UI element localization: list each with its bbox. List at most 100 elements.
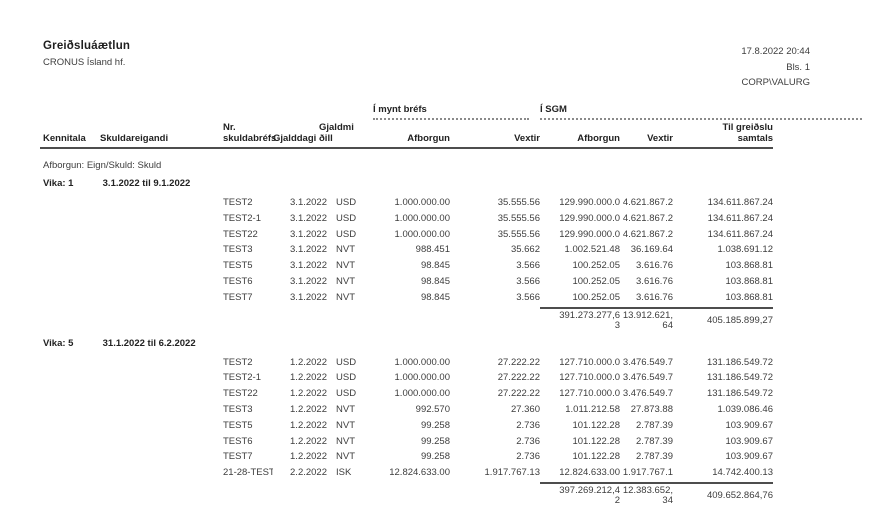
cell: 4.621.867.2 (622, 228, 673, 240)
cell: 3.566 (516, 275, 540, 287)
cell: 21-28-TEST (223, 467, 273, 479)
cell: NVT (336, 451, 355, 463)
report-datetime: 17.8.2022 20:44 (741, 46, 810, 57)
report-table: Í mynt bréfs Í SGM Kennitala Skuldareiga… (40, 100, 862, 506)
cell: 100.252.05 (572, 275, 620, 287)
total-afborgun-sgm: 391.273.277,6 3 (559, 309, 620, 332)
col-header-afborgun-mynt: Afborgun (407, 133, 450, 144)
data-rows: TEST2 1.2.2022 USD 1.000.000.00 27.222.22 127… (40, 355, 773, 481)
cell: 35.555.56 (497, 228, 540, 240)
cell: 1.038.691.12 (717, 244, 773, 256)
col-header-skuldareigandi: Skuldareigandi (100, 133, 169, 144)
total-samtals: 409.652.864,76 (706, 490, 773, 502)
col-header-nr-skuldabrefs: Nr. skuldabréfs (223, 122, 277, 144)
week-label: Vika: 1 (43, 178, 74, 189)
table-row: TEST7 1.2.2022 NVT 99.258 2.736 101.122.28 2.7… (40, 449, 773, 465)
cell: TEST2 (223, 356, 253, 368)
cell: TEST2-1 (223, 212, 262, 224)
col-header-gjalddagi: Gjalddagi (273, 133, 317, 144)
cell (100, 195, 223, 211)
cell (100, 227, 223, 243)
cell: TEST6 (223, 275, 253, 287)
cell (40, 449, 100, 465)
cell: 988.451 (415, 244, 450, 256)
cell: 35.662 (510, 244, 540, 256)
cell: 1.000.000.00 (394, 372, 450, 384)
cell: NVT (336, 260, 355, 272)
cell: NVT (336, 244, 355, 256)
cell: NVT (336, 275, 355, 287)
col-header-vextir-sgm: Vextir (647, 133, 673, 144)
table-row: TEST22 1.2.2022 USD 1.000.000.00 27.222.22 12… (40, 386, 773, 402)
cell: 1.2.2022 (290, 451, 327, 463)
cell: 2.787.39 (636, 419, 673, 431)
week-header: Vika: 1 3.1.2022 til 9.1.2022 (40, 178, 773, 189)
cell: 2.736 (516, 419, 540, 431)
week-range: 31.1.2022 til 6.2.2022 (102, 337, 196, 349)
column-header-row: Kennitala Skuldareigandi Nr. skuldabréfs… (40, 122, 773, 149)
col-header-kennitala: Kennitala (43, 133, 86, 144)
cell: 1.2.2022 (290, 356, 327, 368)
cell: 129.990.000.0 (559, 228, 620, 240)
cell: 12.824.633.00 (559, 467, 620, 479)
cell: TEST3 (223, 403, 253, 415)
cell (40, 370, 100, 386)
cell: 1.000.000.00 (394, 212, 450, 224)
cell: 2.736 (516, 435, 540, 447)
cell (40, 274, 100, 290)
col-header-gjaldmidill: Gjaldmi ðill (319, 122, 354, 144)
cell: 2.2.2022 (290, 467, 327, 479)
cell: TEST5 (223, 260, 253, 272)
cell: 14.742.400.13 (712, 467, 773, 479)
cell (40, 242, 100, 258)
cell: 992.570 (415, 403, 450, 415)
cell: 3.1.2022 (290, 197, 327, 208)
week-section-5: Vika: 5 31.1.2022 til 6.2.2022 TEST2 1.2.… (40, 338, 773, 506)
cell: 103.909.67 (725, 451, 773, 463)
cell: 3.616.76 (636, 260, 673, 272)
cell: 1.2.2022 (290, 435, 327, 447)
cell: USD (336, 372, 357, 384)
cell: 1.2.2022 (290, 403, 327, 415)
cell: 1.000.000.00 (394, 356, 450, 368)
cell: 1.000.000.00 (394, 197, 450, 208)
cell (100, 370, 223, 386)
title-block: Greiðsluáætlun CRONUS Ísland hf. (43, 40, 130, 68)
cell (100, 434, 223, 450)
cell: 100.252.05 (572, 260, 620, 272)
cell (40, 290, 100, 306)
cell (100, 465, 223, 481)
cell: 3.1.2022 (290, 212, 327, 224)
cell: 27.222.22 (497, 388, 540, 400)
cell: NVT (336, 403, 355, 415)
cell (40, 434, 100, 450)
cell: TEST7 (223, 291, 253, 303)
report-title: Greiðsluáætlun (43, 40, 131, 52)
cell: 129.990.000.0 (559, 212, 620, 224)
cell (40, 195, 100, 211)
cell: 4.621.867.2 (622, 197, 673, 208)
cell (100, 418, 223, 434)
cell: 99.258 (420, 451, 450, 463)
week-label: Vika: 5 (43, 337, 74, 349)
cell: 1.002.521.48 (564, 244, 620, 256)
col-header-afborgun-sgm: Afborgun (577, 133, 620, 144)
cell: 1.917.767.13 (484, 467, 540, 479)
table-row: TEST22 3.1.2022 USD 1.000.000.00 35.555.56 12… (40, 227, 773, 243)
cell: 27.222.22 (497, 372, 540, 384)
table-row: TEST2 3.1.2022 USD 1.000.000.00 35.555.56 129… (40, 195, 773, 211)
total-samtals: 405.185.899,27 (706, 314, 773, 326)
table-row: TEST2-1 3.1.2022 USD 1.000.000.00 35.555.56 1… (40, 211, 773, 227)
cell: NVT (336, 291, 355, 303)
col-header-vextir-mynt: Vextir (514, 133, 540, 144)
cell: USD (336, 356, 357, 368)
total-afborgun-sgm: 397.269.212,4 2 (559, 484, 620, 507)
cell: 101.122.28 (572, 419, 620, 431)
cell: 100.252.05 (572, 291, 620, 303)
cell: 134.611.867.24 (707, 197, 773, 208)
cell: 36.169.64 (630, 244, 673, 256)
cell (40, 355, 100, 371)
page-number: Bls. 1 (786, 61, 810, 73)
cell: 98.845 (420, 291, 450, 303)
cell: 98.845 (420, 275, 450, 287)
